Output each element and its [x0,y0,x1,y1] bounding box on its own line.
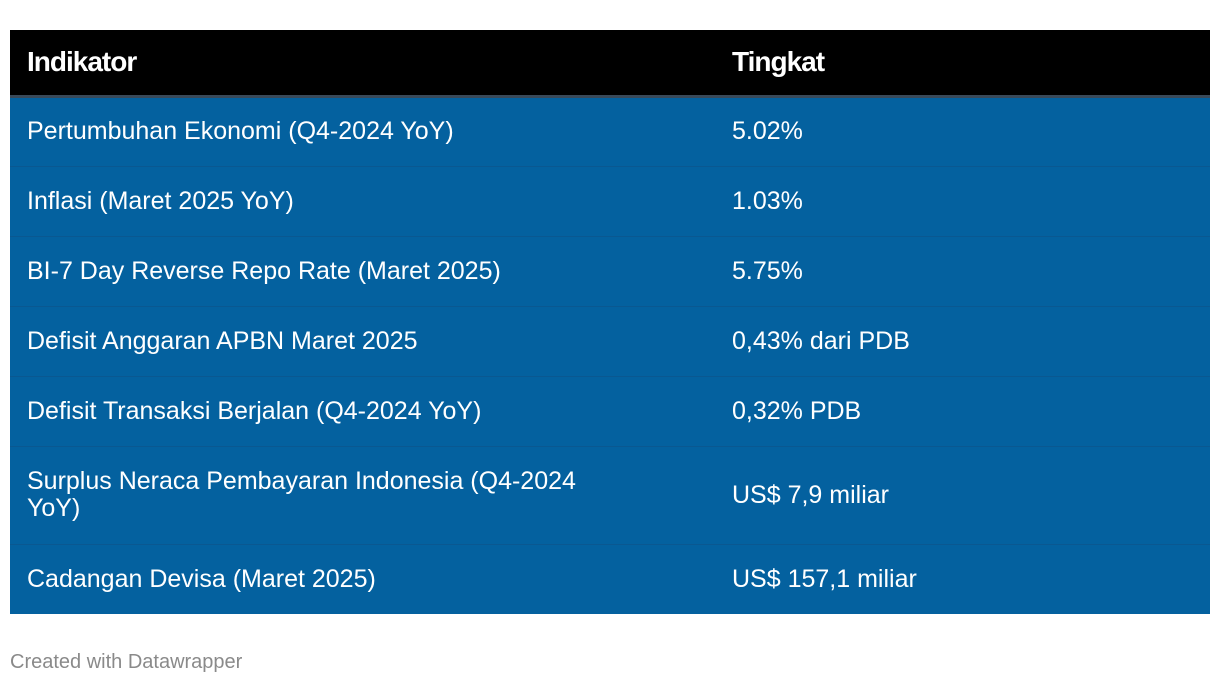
table-cell-tingkat: 0,43% dari PDB [715,305,1210,376]
column-header-tingkat[interactable]: Tingkat [715,30,1210,98]
datawrapper-credit[interactable]: Created with Datawrapper [10,651,243,673]
table-cell-tingkat: 1.03% [715,165,1210,236]
table-row: Cadangan Devisa (Maret 2025) US$ 157,1 m… [10,543,1210,614]
table-cell-tingkat: 0,32% PDB [715,375,1210,446]
table-cell-indikator: Cadangan Devisa (Maret 2025) [10,543,715,614]
table-cell-indikator: BI-7 Day Reverse Repo Rate (Maret 2025) [10,235,715,306]
table-cell-tingkat: 5.02% [732,117,803,145]
column-header-indikator[interactable]: Indikator [10,30,715,98]
table-cell-tingkat: 5.75% [715,235,1210,306]
table-cell-indikator: Inflasi (Maret 2025 YoY) [10,165,715,236]
table-cell-tingkat: US$ 7,9 miliar [715,445,1210,544]
table-row: Defisit Anggaran APBN Maret 2025 0,43% d… [10,305,1210,376]
table-row: BI-7 Day Reverse Repo Rate (Maret 2025) … [10,235,1210,306]
table-cell-tingkat: US$ 157,1 miliar [715,543,1210,614]
table-row: Defisit Transaksi Berjalan (Q4-2024 YoY)… [10,375,1210,446]
table-cell-indikator: Defisit Anggaran APBN Maret 2025 [10,305,715,376]
table-row: Pertumbuhan Ekonomi (Q4-2024 YoY) 5.02% [10,96,1210,166]
table-row: Surplus Neraca Pembayaran Indonesia (Q4-… [10,445,1210,544]
table-cell-indikator: Pertumbuhan Ekonomi (Q4-2024 YoY) [27,117,454,145]
table-cell-indikator: Defisit Transaksi Berjalan (Q4-2024 YoY) [10,375,715,446]
table-cell-indikator: Surplus Neraca Pembayaran Indonesia (Q4-… [10,445,715,544]
table-header-row: Indikator Tingkat [10,30,1210,98]
data-table-container: Indikator Tingkat Pertumbuhan Ekonomi (Q… [10,30,1210,614]
table-row: Inflasi (Maret 2025 YoY) 1.03% [10,165,1210,236]
data-table: Indikator Tingkat Pertumbuhan Ekonomi (Q… [10,30,1210,614]
